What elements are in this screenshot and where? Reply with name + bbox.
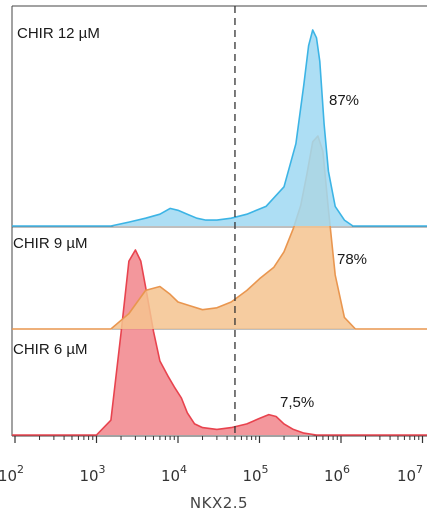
series-outline-0 [12,29,427,227]
x-tick-label: 104 [161,463,187,485]
series-label-chir9: CHIR 9 µM [13,235,87,252]
x-tick-label: 107 [397,463,423,485]
percent-label-chir9: 78% [337,251,367,268]
x-axis-title: NKX2.5 [190,494,248,512]
series-outline-2 [12,249,427,436]
x-tick-label: 103 [79,463,105,485]
series-label-chir6: CHIR 6 µM [13,341,87,358]
x-tick-label: 106 [324,463,350,485]
x-tick-label: 105 [242,463,268,485]
series-label-chir12: CHIR 12 µM [17,25,100,42]
series-area-2 [12,250,427,435]
x-tick-label: 102 [0,463,24,485]
series-area-1 [12,136,427,329]
series-outline-1 [12,135,427,330]
percent-label-chir12: 87% [329,92,359,109]
percent-label-chir6: 7,5% [280,394,314,411]
series-layer [12,29,427,436]
series-area-0 [12,30,427,226]
x-axis-ticks: 102 103 104 105 106 107 [0,436,424,485]
